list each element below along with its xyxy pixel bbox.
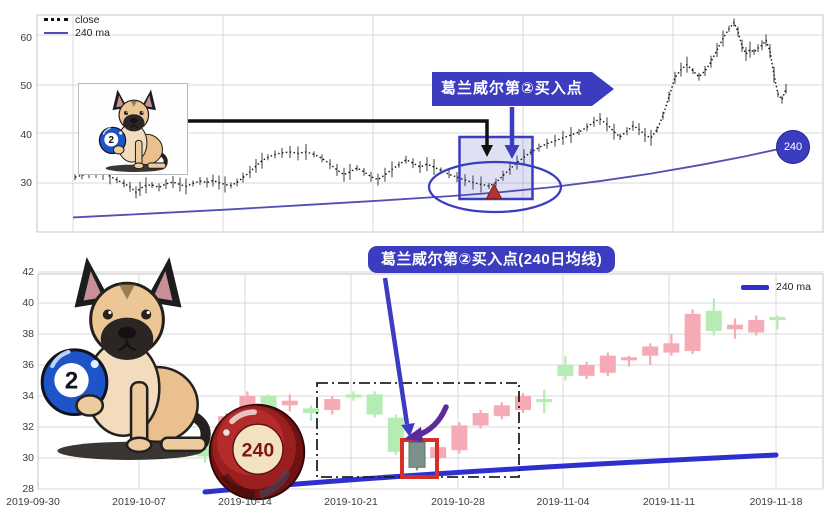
legend-row-ma: 240 ma (44, 26, 110, 39)
bottom-y-tick-label: 28 (22, 483, 34, 495)
top-y-tick-label: 30 (20, 177, 32, 189)
legend-close-label: close (75, 13, 100, 26)
top-legend: close 240 ma (44, 13, 110, 39)
bottom-x-tick-label: 2019-09-30 (6, 496, 60, 508)
ma240-badge: 240 (776, 130, 810, 164)
ma-thick-line-sample (741, 284, 769, 290)
bottom-legend: 240 ma (741, 281, 811, 293)
dog-with-ball-illustration-small: 2 (98, 89, 168, 172)
bottom-y-tick-label: 40 (22, 297, 34, 309)
bottom-y-tick-label: 32 (22, 421, 34, 433)
dog-with-ball-illustration-large: 2 (40, 257, 211, 460)
top-y-tick-label: 40 (20, 128, 32, 141)
bottom-x-tick-label: 2019-10-21 (324, 496, 378, 508)
buy-point-banner-top: 葛兰威尔第②买入点 (432, 72, 614, 106)
bottom-x-tick-label: 2019-11-18 (749, 496, 803, 508)
buy-point-banner-top-text: 葛兰威尔第②买入点 (432, 72, 592, 106)
bottom-y-tick-label: 38 (22, 328, 34, 340)
bottom-y-tick-label: 30 (22, 452, 34, 464)
close-line-sample (44, 18, 68, 21)
red-ball-number: 240 (242, 440, 275, 462)
dog-illustration-frame: 2 (78, 83, 188, 175)
top-y-tick-label: 50 (20, 80, 32, 92)
bottom-y-tick-label: 42 (22, 266, 34, 278)
bottom-y-tick-label: 36 (22, 359, 34, 371)
bottom-legend-ma-label: 240 ma (776, 281, 812, 293)
bottom-x-tick-label: 2019-11-11 (642, 496, 696, 508)
red-ball-240-illustration: 240 (208, 403, 306, 501)
buy-point-banner-bottom: 葛兰威尔第②买入点(240日均线) (368, 246, 616, 273)
ma-line-sample (44, 31, 68, 34)
legend-ma-label: 240 ma (75, 26, 111, 39)
bottom-x-tick-label: 2019-10-07 (112, 496, 166, 508)
banner-arrow-head (591, 72, 614, 106)
bottom-y-tick-label: 34 (22, 390, 34, 402)
legend-row-close: close (44, 13, 110, 26)
bottom-x-tick-label: 2019-11-04 (536, 496, 590, 508)
bottom-x-tick-label: 2019-10-28 (431, 496, 485, 508)
dog-ball-number: 2 (109, 135, 115, 146)
top-y-tick-label: 60 (20, 31, 32, 44)
dog-ball-number: 2 (65, 367, 78, 394)
bottom-x-tick-label: 2019-10-14 (218, 496, 272, 508)
